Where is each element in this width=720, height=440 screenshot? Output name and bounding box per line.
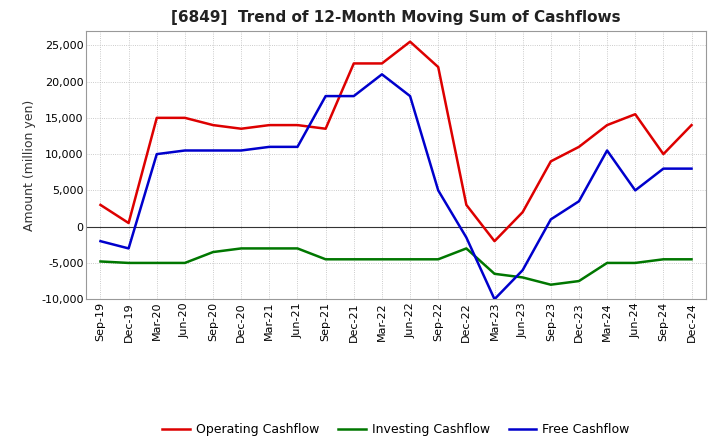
Free Cashflow bbox=[265, 144, 274, 150]
Investing Cashflow bbox=[462, 246, 471, 251]
Legend: Operating Cashflow, Investing Cashflow, Free Cashflow: Operating Cashflow, Investing Cashflow, … bbox=[157, 418, 635, 440]
Investing Cashflow bbox=[153, 260, 161, 266]
Investing Cashflow bbox=[293, 246, 302, 251]
Title: [6849]  Trend of 12-Month Moving Sum of Cashflows: [6849] Trend of 12-Month Moving Sum of C… bbox=[171, 11, 621, 26]
Operating Cashflow bbox=[687, 122, 696, 128]
Operating Cashflow bbox=[406, 39, 415, 44]
Operating Cashflow bbox=[349, 61, 358, 66]
Investing Cashflow bbox=[687, 257, 696, 262]
Operating Cashflow bbox=[293, 122, 302, 128]
Line: Investing Cashflow: Investing Cashflow bbox=[101, 249, 691, 285]
Free Cashflow bbox=[659, 166, 667, 171]
Free Cashflow bbox=[321, 93, 330, 99]
Operating Cashflow bbox=[490, 238, 499, 244]
Free Cashflow bbox=[546, 217, 555, 222]
Line: Free Cashflow: Free Cashflow bbox=[101, 74, 691, 299]
Free Cashflow bbox=[462, 235, 471, 240]
Free Cashflow bbox=[575, 198, 583, 204]
Operating Cashflow bbox=[603, 122, 611, 128]
Y-axis label: Amount (million yen): Amount (million yen) bbox=[22, 99, 35, 231]
Operating Cashflow bbox=[237, 126, 246, 132]
Free Cashflow bbox=[631, 188, 639, 193]
Free Cashflow bbox=[96, 238, 105, 244]
Investing Cashflow bbox=[575, 279, 583, 284]
Investing Cashflow bbox=[125, 260, 133, 266]
Investing Cashflow bbox=[237, 246, 246, 251]
Free Cashflow bbox=[153, 151, 161, 157]
Free Cashflow bbox=[406, 93, 415, 99]
Free Cashflow bbox=[377, 72, 386, 77]
Investing Cashflow bbox=[96, 259, 105, 264]
Investing Cashflow bbox=[209, 249, 217, 255]
Operating Cashflow bbox=[434, 64, 443, 70]
Free Cashflow bbox=[349, 93, 358, 99]
Investing Cashflow bbox=[518, 275, 527, 280]
Free Cashflow bbox=[687, 166, 696, 171]
Operating Cashflow bbox=[377, 61, 386, 66]
Free Cashflow bbox=[293, 144, 302, 150]
Operating Cashflow bbox=[631, 112, 639, 117]
Investing Cashflow bbox=[377, 257, 386, 262]
Free Cashflow bbox=[237, 148, 246, 153]
Free Cashflow bbox=[518, 268, 527, 273]
Investing Cashflow bbox=[490, 271, 499, 276]
Free Cashflow bbox=[490, 297, 499, 302]
Free Cashflow bbox=[125, 246, 133, 251]
Free Cashflow bbox=[181, 148, 189, 153]
Investing Cashflow bbox=[659, 257, 667, 262]
Operating Cashflow bbox=[546, 159, 555, 164]
Operating Cashflow bbox=[321, 126, 330, 132]
Investing Cashflow bbox=[265, 246, 274, 251]
Investing Cashflow bbox=[434, 257, 443, 262]
Free Cashflow bbox=[209, 148, 217, 153]
Investing Cashflow bbox=[546, 282, 555, 287]
Operating Cashflow bbox=[209, 122, 217, 128]
Operating Cashflow bbox=[153, 115, 161, 121]
Operating Cashflow bbox=[575, 144, 583, 150]
Operating Cashflow bbox=[265, 122, 274, 128]
Operating Cashflow bbox=[181, 115, 189, 121]
Line: Operating Cashflow: Operating Cashflow bbox=[101, 42, 691, 241]
Investing Cashflow bbox=[181, 260, 189, 266]
Investing Cashflow bbox=[321, 257, 330, 262]
Operating Cashflow bbox=[659, 151, 667, 157]
Operating Cashflow bbox=[462, 202, 471, 208]
Investing Cashflow bbox=[349, 257, 358, 262]
Operating Cashflow bbox=[125, 220, 133, 226]
Operating Cashflow bbox=[518, 209, 527, 215]
Operating Cashflow bbox=[96, 202, 105, 208]
Investing Cashflow bbox=[631, 260, 639, 266]
Investing Cashflow bbox=[406, 257, 415, 262]
Free Cashflow bbox=[434, 188, 443, 193]
Investing Cashflow bbox=[603, 260, 611, 266]
Free Cashflow bbox=[603, 148, 611, 153]
